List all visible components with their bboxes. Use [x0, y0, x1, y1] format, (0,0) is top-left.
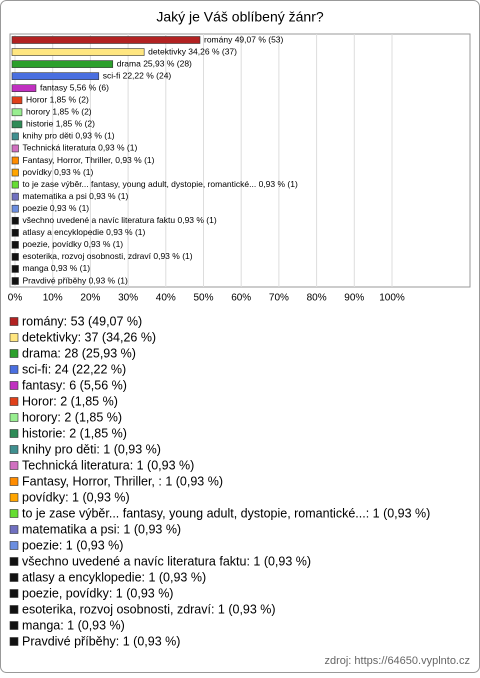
legend-swatch	[9, 365, 19, 374]
bar	[11, 144, 19, 153]
legend-label: drama: 28 (25,93 %)	[22, 346, 136, 360]
bar	[11, 277, 19, 285]
legend-swatch	[9, 589, 19, 598]
source: zdroj: https://64650.vyplnto.cz	[324, 655, 470, 667]
legend-swatch	[9, 637, 19, 646]
legend-label: esoterika, rozvoj osobnosti, zdraví: 1 (…	[22, 602, 276, 616]
bar	[11, 180, 19, 189]
legend-label: Horor: 2 (1,85 %)	[22, 394, 118, 408]
legend-label: Technická literatura: 1 (0,93 %)	[22, 458, 194, 472]
bar	[11, 108, 23, 117]
legend-label: detektivky: 37 (34,26 %)	[22, 330, 156, 344]
bar	[11, 156, 19, 165]
x-tick-label: 60%	[231, 293, 251, 304]
legend-label: Fantasy, Horror, Thriller, : 1 (0,93 %)	[22, 474, 223, 488]
legend-label: poezie: 1 (0,93 %)	[22, 538, 123, 552]
bar	[11, 120, 23, 129]
legend-label: matematika a psi: 1 (0,93 %)	[22, 522, 181, 536]
value-label: esoterika, rozvoj osobnosti, zdraví 0,93…	[23, 251, 193, 261]
legend-label: historie: 2 (1,85 %)	[22, 426, 127, 440]
value-label: Horor 1,85 % (2)	[26, 95, 89, 105]
chart-title: Jaký je Váš oblíbený žánr?	[156, 9, 324, 25]
x-tick-label: 100%	[379, 293, 405, 304]
legend-swatch	[9, 509, 19, 518]
legend-swatch	[9, 349, 19, 358]
legend-label: to je zase výběr... fantasy, young adult…	[22, 506, 430, 520]
value-label: horory 1,85 % (2)	[26, 107, 92, 117]
value-label: manga 0,93 % (1)	[23, 263, 91, 273]
legend-swatch	[9, 445, 19, 454]
value-label: sci-fi 22,22 % (24)	[103, 70, 172, 80]
bar	[11, 60, 114, 68]
value-label: atlasy a encyklopedie 0,93 % (1)	[23, 227, 146, 237]
legend-label: povídky: 1 (0,93 %)	[22, 490, 130, 504]
legend-label: Pravdivé příběhy: 1 (0,93 %)	[22, 634, 180, 648]
legend-swatch	[9, 573, 19, 582]
legend-label: fantasy: 6 (5,56 %)	[22, 378, 127, 392]
value-label: povídky 0,93 % (1)	[23, 167, 94, 177]
value-label: matematika a psi 0,93 % (1)	[23, 191, 129, 201]
legend-swatch	[9, 429, 19, 438]
legend-swatch	[9, 381, 19, 390]
bar	[11, 253, 19, 261]
value-label: knihy pro děti 0,93 % (1)	[23, 131, 115, 141]
bar	[11, 84, 37, 92]
legend-label: romány: 53 (49,07 %)	[22, 314, 142, 328]
legend-swatch	[9, 525, 19, 534]
bar	[11, 192, 19, 201]
legend-swatch	[9, 461, 19, 470]
value-label: detektivky 34,26 % (37)	[148, 46, 237, 56]
value-label: historie 1,85 % (2)	[26, 119, 95, 129]
legend-label: sci-fi: 24 (22,22 %)	[22, 362, 126, 376]
x-tick-label: 90%	[344, 293, 364, 304]
bar	[11, 132, 19, 141]
x-tick-label: 20%	[80, 293, 100, 304]
bar	[11, 72, 100, 80]
x-tick-label: 50%	[193, 293, 213, 304]
value-label: Fantasy, Horror, Thriller, 0,93 % (1)	[23, 155, 155, 165]
legend-swatch	[9, 541, 19, 550]
value-label: Technická literatura 0,93 % (1)	[23, 143, 138, 153]
legend-swatch	[9, 333, 19, 342]
legend-swatch	[9, 557, 19, 566]
bar	[11, 265, 19, 273]
legend-swatch	[9, 413, 19, 422]
legend-label: poezie, povídky: 1 (0,93 %)	[22, 586, 173, 600]
value-label: poezie 0,93 % (1)	[23, 203, 90, 213]
x-tick-label: 80%	[307, 293, 327, 304]
bar	[11, 204, 19, 213]
bar	[11, 36, 201, 44]
plot-frame	[9, 33, 471, 288]
bar	[11, 48, 145, 56]
legend-swatch	[9, 621, 19, 630]
legend-label: atlasy a encyklopedie: 1 (0,93 %)	[22, 570, 206, 584]
bar	[11, 216, 19, 225]
legend-label: knihy pro děti: 1 (0,93 %)	[22, 442, 161, 456]
legend-swatch	[9, 493, 19, 502]
value-label: poezie, povídky 0,93 % (1)	[23, 239, 124, 249]
bar	[11, 96, 23, 105]
legend-label: všechno uvedené a navíc literatura faktu…	[22, 554, 311, 568]
x-tick-label: 40%	[156, 293, 176, 304]
value-label: všechno uvedené a navíc literatura faktu…	[23, 215, 217, 225]
bar	[11, 229, 19, 237]
legend-swatch	[9, 317, 19, 326]
value-label: Pravdivé příběhy 0,93 % (1)	[23, 275, 129, 285]
x-tick-label: 70%	[269, 293, 289, 304]
value-label: to je zase výběr... fantasy, young adult…	[23, 179, 298, 189]
legend-label: manga: 1 (0,93 %)	[22, 618, 125, 632]
value-label: drama 25,93 % (28)	[117, 58, 192, 68]
bar	[11, 168, 19, 177]
legend-swatch	[9, 605, 19, 614]
x-tick-label: 10%	[43, 293, 63, 304]
value-label: fantasy 5,56 % (6)	[40, 82, 109, 92]
x-tick-label: 30%	[118, 293, 138, 304]
bar	[11, 241, 19, 249]
legend-swatch	[9, 397, 19, 406]
legend-swatch	[9, 477, 19, 486]
legend-label: horory: 2 (1,85 %)	[22, 410, 122, 424]
value-label: romány 49,07 % (53)	[204, 34, 284, 44]
x-tick-label: 0%	[8, 293, 23, 304]
